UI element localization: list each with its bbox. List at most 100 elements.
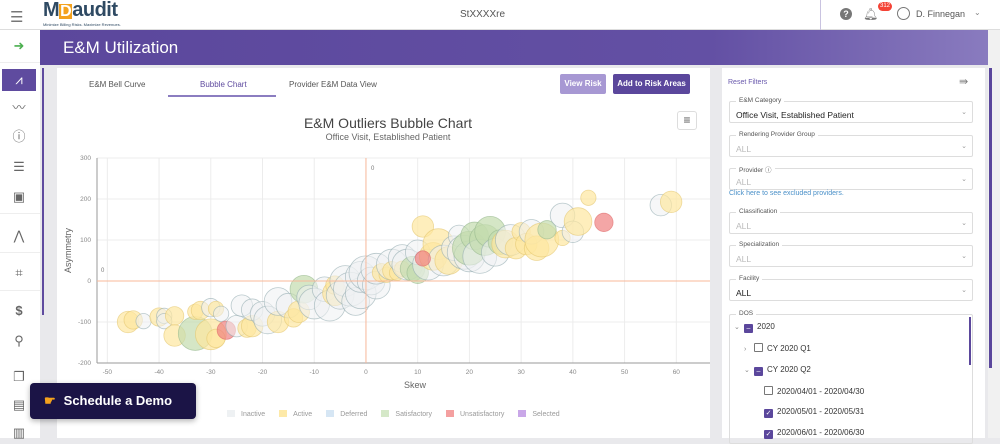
bubble-chart: -50 -40 -30 -20 -10 0 10 20 30 40 50 60-200-1000100… <box>63 155 710 390</box>
bar-list-icon[interactable]: ☰ <box>13 159 25 174</box>
logo-tagline: Minimize Billing Risks. Maximize Revenue… <box>43 22 121 27</box>
tree-node-2020[interactable]: ⌄ –2020 <box>734 322 775 333</box>
legend-active[interactable]: Active <box>279 410 312 418</box>
specialization-select[interactable]: Specialization ALL ⌄ <box>729 241 973 267</box>
schedule-demo-button[interactable]: ☛ Schedule a Demo <box>30 383 196 419</box>
legend-selected[interactable]: Selected <box>518 410 560 418</box>
chevron-down-icon: ⌄ <box>961 143 967 150</box>
document-icon[interactable]: ❐ <box>13 369 25 384</box>
x-tick-label: 50 <box>621 369 629 376</box>
bubble-active <box>580 189 597 206</box>
x-tick-label: 0 <box>364 369 368 376</box>
sidebar: ➜ ⩘ 〰 ⓘ ☰ ▣ ⋀ ⌗ $ ⚲ ❐ ▤ ▥ <box>0 30 40 440</box>
search-dollar-icon[interactable]: ⚲ <box>14 333 24 348</box>
bubble-active <box>164 306 185 326</box>
reference-label-x: 0 <box>371 166 375 172</box>
file-chart-icon[interactable]: ▥ <box>12 425 26 440</box>
binoculars-icon[interactable]: ⌗ <box>15 265 23 280</box>
checkbox-indeterminate: – <box>754 367 763 376</box>
y-axis-label: Asymmetry <box>63 228 73 274</box>
view-risk-button[interactable]: View Risk <box>560 74 606 94</box>
dollar-icon[interactable]: $ <box>15 303 23 318</box>
avatar[interactable] <box>897 7 910 20</box>
bubble-active <box>411 215 435 238</box>
x-tick-label: 40 <box>569 369 577 376</box>
y-tick-label: 200 <box>80 196 91 203</box>
file-text-icon[interactable]: ▤ <box>12 397 26 412</box>
alert-icon[interactable]: ⓘ <box>12 129 26 144</box>
tree-node-q2[interactable]: ⌄ – CY 2020 Q2 <box>744 365 811 376</box>
x-tick-label: -40 <box>154 369 164 376</box>
bell-curve-icon[interactable]: ⩘ <box>2 69 36 91</box>
chart-menu-button[interactable]: ≡ <box>677 111 697 130</box>
checkbox-checked: ✓ <box>764 409 773 418</box>
rendering-provider-group-select[interactable]: Rendering Provider Group ALL ⌄ <box>729 131 973 157</box>
x-tick-label: -50 <box>103 369 113 376</box>
legend-satisfactory[interactable]: Satisfactory <box>381 410 432 418</box>
reset-filters-link[interactable]: Reset Filters <box>728 79 768 86</box>
activity-icon[interactable]: ⋀ <box>13 228 25 243</box>
chevron-down-icon[interactable]: ⌄ <box>974 8 981 17</box>
legend-inactive[interactable]: Inactive <box>227 410 265 418</box>
bubble-unsatisfactory <box>414 250 431 267</box>
sidebar-scroll-indicator[interactable] <box>42 68 44 315</box>
page-header: E&M Utilization <box>40 30 1000 65</box>
tab-provider-data-view[interactable]: Provider E&M Data View <box>289 80 377 89</box>
add-to-risk-areas-button[interactable]: Add to Risk Areas <box>613 74 690 94</box>
dos-tree: DOS ⌄ –2020 › CY 2020 Q1 ⌄ – CY 2020 Q2 2020… <box>729 310 973 444</box>
x-tick-label: 10 <box>414 369 422 376</box>
logo[interactable]: MDaudit Minimize Billing Risks. Maximize… <box>43 0 133 30</box>
menu-icon[interactable]: ☰ <box>10 9 24 26</box>
y-tick-label: -200 <box>78 360 91 367</box>
reference-label-y: 0 <box>101 268 105 274</box>
chevron-down-icon: ⌄ <box>744 367 750 374</box>
bubble-satisfactory <box>537 220 557 240</box>
bubble-active <box>659 190 683 214</box>
checkbox-unchecked <box>754 343 763 352</box>
legend-unsatisfactory[interactable]: Unsatisfactory <box>446 410 504 418</box>
bell-icon[interactable]: 🔔︎ <box>863 7 879 21</box>
chevron-down-icon: ⌄ <box>961 220 967 227</box>
tab-bubble-chart[interactable]: Bubble Chart <box>200 80 247 89</box>
provider-select[interactable]: Provider ⓘ ALL ⌄ <box>729 164 973 190</box>
checkbox-indeterminate: – <box>744 324 753 333</box>
tree-node-april[interactable]: 2020/04/01 - 2020/04/30 <box>764 386 864 396</box>
help-icon[interactable]: ? <box>840 8 852 20</box>
collapse-panel-icon[interactable]: ⇛ <box>959 76 969 88</box>
main-card: E&M Bell Curve Bubble Chart Provider E&M… <box>57 68 710 438</box>
facility-select[interactable]: Facility ALL ⌄ <box>729 275 973 301</box>
calendar-user-icon[interactable]: ▣ <box>12 189 26 204</box>
page-scrollbar[interactable] <box>988 30 1000 438</box>
chevron-down-icon: ⌄ <box>961 253 967 260</box>
tree-node-may[interactable]: ✓ 2020/05/01 - 2020/05/31 <box>764 407 865 418</box>
y-tick-label: -100 <box>78 319 91 326</box>
tree-node-june[interactable]: ✓ 2020/06/01 - 2020/06/30 <box>764 428 865 439</box>
user-name[interactable]: D. Finnegan <box>916 9 966 19</box>
chevron-down-icon: ⌄ <box>961 109 967 116</box>
checkbox-unchecked <box>764 386 773 395</box>
logout-icon[interactable]: ➜ <box>13 38 25 53</box>
x-axis-label: Skew <box>404 380 427 390</box>
bubble-inactive <box>135 313 152 330</box>
x-tick-label: -30 <box>206 369 216 376</box>
x-tick-label: -10 <box>310 369 320 376</box>
tree-scrollbar[interactable] <box>969 317 971 365</box>
tree-node-q1[interactable]: › CY 2020 Q1 <box>744 343 811 353</box>
tab-bell-curve[interactable]: E&M Bell Curve <box>89 80 146 89</box>
bubble-active <box>563 207 593 236</box>
y-tick-label: 0 <box>87 278 91 285</box>
y-tick-label: 100 <box>80 237 91 244</box>
page-title: E&M Utilization <box>63 38 179 57</box>
chevron-down-icon: ⌄ <box>961 287 967 294</box>
em-category-select[interactable]: E&M Category Office Visit, Established Pa… <box>729 97 973 123</box>
active-tab-indicator <box>168 95 276 97</box>
excluded-providers-link[interactable]: Click here to see excluded providers. <box>729 190 844 197</box>
classification-select[interactable]: Classification ALL ⌄ <box>729 208 973 234</box>
trend-icon[interactable]: 〰 <box>12 100 26 115</box>
legend-deferred[interactable]: Deferred <box>326 410 367 418</box>
notification-badge: 312 <box>878 2 893 11</box>
x-tick-label: 60 <box>673 369 681 376</box>
x-tick-label: -20 <box>258 369 268 376</box>
filters-panel: Reset Filters ⇛ E&M Category Office Visit… <box>722 68 985 444</box>
pointing-hand-icon: ☛ <box>44 393 56 408</box>
